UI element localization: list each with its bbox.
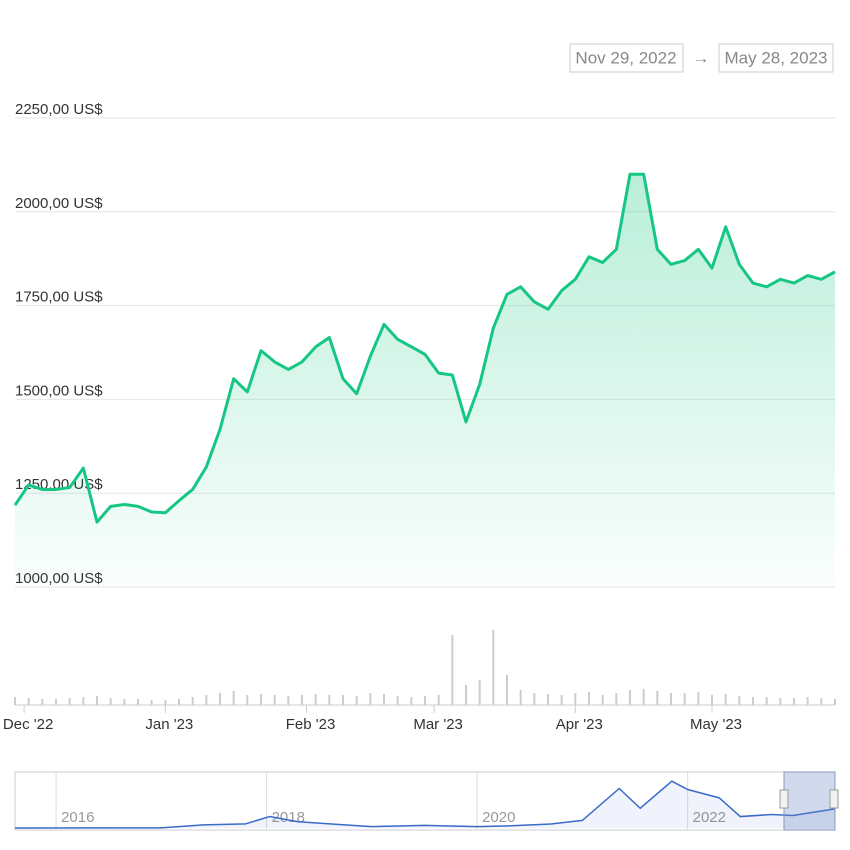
volume-bar (219, 693, 221, 705)
x-tick-label: Apr '23 (556, 716, 603, 733)
volume-bar (724, 694, 727, 705)
volume-bar (27, 698, 30, 705)
volume-bar (670, 693, 672, 705)
volume-bar (506, 675, 508, 705)
y-tick-label: 2000,00 US$ (15, 195, 103, 212)
x-tick-label: Jan '23 (145, 716, 193, 733)
volume-bar (14, 697, 16, 705)
volume-bar (246, 695, 249, 705)
volume-bar (314, 694, 317, 705)
volume-bar (601, 695, 604, 705)
volume-bar (779, 698, 782, 705)
navigator-handle[interactable] (829, 789, 839, 809)
volume-bar (656, 691, 659, 705)
volume-bar (96, 696, 98, 705)
volume-bar (437, 695, 440, 705)
volume-bar (191, 697, 194, 705)
volume-bar (41, 699, 44, 705)
volume-bar (478, 680, 481, 705)
volume-bar (697, 692, 700, 705)
navigator-area (15, 781, 835, 828)
volume-bar (68, 698, 71, 705)
x-tick-label: Mar '23 (413, 716, 463, 733)
volume-bar (465, 685, 467, 705)
volume-bar (342, 695, 344, 705)
x-tick-label: Feb '23 (286, 716, 336, 733)
volume-bar (711, 695, 713, 705)
volume-bar (55, 699, 57, 705)
volume-bar (410, 697, 413, 705)
volume-bar (137, 699, 139, 705)
volume-bar (629, 690, 631, 705)
volume-bar (396, 696, 399, 705)
volume-bar (533, 693, 536, 705)
range-start-box[interactable] (569, 43, 684, 73)
volume-bar (424, 696, 426, 705)
y-tick-label: 1500,00 US$ (15, 382, 103, 399)
volume-bar (451, 635, 454, 705)
navigator-tick-label: 2022 (693, 809, 726, 826)
volume-bar (820, 698, 823, 705)
range-start[interactable]: Nov 29, 2022 (575, 48, 676, 67)
volume-bar (273, 695, 276, 705)
range-end-box[interactable] (718, 43, 834, 73)
navigator-tick-label: 2020 (482, 809, 515, 826)
volume-bar (355, 696, 358, 705)
y-tick-label: 1750,00 US$ (15, 289, 103, 306)
volume-bar (164, 700, 167, 705)
volume-bar (260, 694, 262, 705)
navigator-tick-label: 2016 (61, 809, 94, 826)
volume-bar (123, 699, 126, 705)
volume-bar (519, 690, 522, 705)
x-tick-label: May '23 (690, 716, 742, 733)
y-tick-label: 2250,00 US$ (15, 101, 103, 118)
x-tick-label: Dec '22 (3, 716, 53, 733)
range-end[interactable]: May 28, 2023 (724, 48, 827, 67)
navigator-handle[interactable] (779, 789, 789, 809)
volume-bar (328, 695, 331, 705)
volume-bar (178, 699, 180, 705)
navigator-frame (14, 771, 836, 831)
volume-bar (369, 693, 372, 705)
volume-bar (642, 689, 645, 705)
volume-bar (383, 694, 385, 705)
volume-bar (287, 696, 290, 705)
volume-bar (834, 699, 836, 705)
volume-bar (492, 630, 495, 705)
price-line (13, 172, 836, 524)
range-arrow: → (693, 48, 710, 67)
volume-bar (547, 694, 549, 705)
volume-bar (232, 691, 235, 705)
navigator-line (14, 780, 836, 829)
volume-bar (793, 698, 795, 705)
volume-bar (82, 697, 85, 705)
volume-bar (738, 696, 741, 705)
volume-bar (574, 693, 577, 705)
volume-bar (205, 695, 208, 705)
volume-bar (765, 697, 768, 705)
navigator-selection[interactable] (783, 771, 836, 831)
volume-bar (752, 697, 754, 705)
volume-bar (150, 700, 153, 705)
volume-bar (560, 695, 563, 705)
volume-bar (588, 692, 590, 705)
volume-bar (806, 697, 809, 705)
volume-bar (683, 693, 686, 705)
volume-bar (301, 695, 303, 705)
volume-bar (615, 693, 618, 705)
volume-bar (109, 698, 112, 705)
area (15, 174, 835, 587)
